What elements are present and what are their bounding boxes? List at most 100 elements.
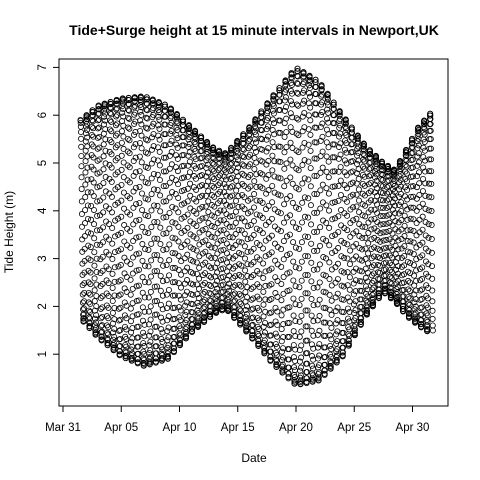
data-point bbox=[317, 169, 324, 176]
data-point bbox=[91, 221, 98, 228]
data-point bbox=[201, 314, 208, 321]
data-point bbox=[253, 211, 260, 218]
data-point bbox=[359, 246, 366, 253]
data-point bbox=[289, 114, 296, 121]
data-point bbox=[175, 181, 182, 188]
data-point bbox=[119, 96, 126, 103]
data-point bbox=[425, 221, 432, 228]
data-point bbox=[113, 113, 120, 120]
data-point bbox=[147, 303, 154, 310]
data-point bbox=[153, 311, 160, 318]
data-point bbox=[273, 343, 280, 350]
data-point bbox=[310, 248, 317, 255]
data-point bbox=[403, 153, 410, 160]
data-point bbox=[255, 317, 262, 324]
data-point bbox=[200, 281, 207, 288]
data-point bbox=[184, 224, 191, 231]
data-point bbox=[169, 264, 176, 271]
data-point bbox=[424, 304, 431, 311]
data-point bbox=[302, 290, 309, 297]
data-point bbox=[90, 125, 97, 132]
data-point bbox=[351, 330, 358, 337]
data-point bbox=[407, 204, 414, 211]
data-point bbox=[338, 207, 345, 214]
data-point bbox=[253, 197, 260, 204]
data-point bbox=[379, 160, 386, 167]
data-point bbox=[160, 198, 167, 205]
data-point bbox=[88, 216, 95, 223]
data-point bbox=[425, 234, 432, 241]
data-point bbox=[269, 167, 276, 174]
data-point bbox=[371, 181, 378, 188]
data-point bbox=[311, 191, 318, 198]
data-point bbox=[147, 288, 154, 295]
data-point bbox=[198, 154, 205, 161]
data-point bbox=[281, 183, 288, 190]
data-point bbox=[347, 247, 354, 254]
data-point bbox=[409, 173, 416, 180]
data-point bbox=[138, 145, 145, 152]
data-point bbox=[138, 111, 145, 118]
data-point bbox=[118, 230, 125, 237]
data-point bbox=[311, 209, 318, 216]
data-point bbox=[329, 216, 336, 223]
data-point bbox=[247, 195, 254, 202]
data-point bbox=[99, 239, 106, 246]
data-point bbox=[177, 332, 184, 339]
data-point bbox=[236, 281, 243, 288]
data-point bbox=[165, 300, 172, 307]
data-point bbox=[397, 171, 404, 178]
data-point bbox=[144, 164, 151, 171]
data-point bbox=[157, 287, 164, 294]
data-point bbox=[185, 162, 192, 169]
data-point bbox=[256, 227, 263, 234]
data-point bbox=[265, 172, 272, 179]
data-point bbox=[222, 163, 229, 170]
data-point bbox=[298, 277, 305, 284]
data-point bbox=[123, 326, 130, 333]
data-point bbox=[171, 325, 178, 332]
data-point bbox=[407, 227, 414, 234]
data-point bbox=[356, 209, 363, 216]
data-point bbox=[241, 243, 248, 250]
data-point bbox=[111, 264, 118, 271]
data-point bbox=[301, 194, 308, 201]
data-point bbox=[157, 257, 164, 264]
data-point bbox=[274, 333, 281, 340]
data-point bbox=[293, 115, 300, 122]
data-point bbox=[142, 212, 149, 219]
data-point bbox=[114, 120, 121, 127]
data-point bbox=[172, 235, 179, 242]
data-point bbox=[274, 308, 281, 315]
data-point bbox=[331, 199, 338, 206]
data-point bbox=[277, 228, 284, 235]
data-point bbox=[263, 161, 270, 168]
data-point bbox=[424, 295, 431, 302]
data-point bbox=[421, 131, 428, 138]
data-point bbox=[195, 322, 202, 329]
data-point bbox=[382, 259, 389, 266]
data-point bbox=[140, 329, 147, 336]
data-point bbox=[182, 302, 189, 309]
data-point bbox=[290, 328, 297, 335]
data-point bbox=[194, 299, 201, 306]
data-point bbox=[241, 218, 248, 225]
data-point bbox=[404, 238, 411, 245]
data-point bbox=[151, 186, 158, 193]
data-point bbox=[425, 284, 432, 291]
data-point bbox=[252, 131, 259, 138]
data-point bbox=[143, 124, 150, 131]
data-point bbox=[208, 233, 215, 240]
data-point bbox=[288, 81, 295, 88]
data-point bbox=[359, 257, 366, 264]
data-point bbox=[411, 272, 418, 279]
data-point bbox=[389, 238, 396, 245]
data-point bbox=[387, 267, 394, 274]
data-point bbox=[330, 106, 337, 113]
data-point bbox=[243, 326, 250, 333]
data-point bbox=[137, 108, 144, 115]
data-point bbox=[251, 144, 258, 151]
data-point bbox=[234, 141, 241, 148]
data-point bbox=[84, 189, 91, 196]
data-point bbox=[285, 370, 292, 377]
